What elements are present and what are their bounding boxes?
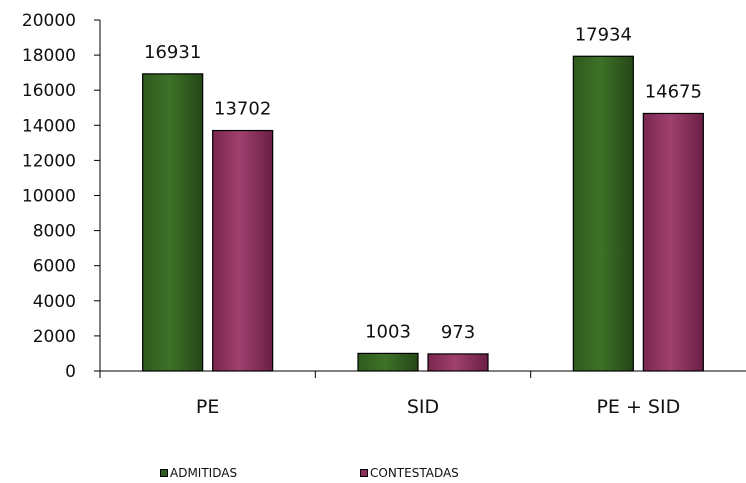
data-label-admitidas: 16931: [144, 42, 201, 63]
bar-admitidas: [357, 352, 419, 372]
y-tick-label: 18000: [22, 46, 76, 66]
data-label-admitidas: 1003: [365, 321, 411, 342]
data-label-admitidas: 17934: [575, 24, 632, 45]
y-tick-label: 6000: [33, 257, 76, 277]
y-tick-label: 4000: [33, 292, 76, 312]
legend-item-contestadas: CONTESTADAS: [360, 466, 459, 480]
y-axis: 0 2000 4000 6000 8000 10000 12000 14000 16000 180…: [22, 11, 101, 382]
y-tick-label: 14000: [22, 116, 76, 136]
x-axis: PE SID PE + SID: [99, 370, 746, 418]
data-labels-group: 16931 1003 17934 13702 973 14675: [144, 24, 702, 343]
legend-label-admitidas: ADMITIDAS: [170, 466, 238, 480]
legend: ADMITIDAS CONTESTADAS: [0, 466, 746, 482]
legend-swatch-contestadas: [360, 469, 368, 477]
bar-contestadas: [212, 129, 274, 372]
bar-contestadas: [427, 353, 489, 372]
data-label-contestadas: 973: [441, 322, 475, 343]
y-tick-label: 10000: [22, 187, 76, 207]
data-label-contestadas: 14675: [645, 81, 702, 102]
y-tick-label: 2000: [33, 327, 76, 347]
legend-item-admitidas: ADMITIDAS: [160, 466, 237, 480]
x-category-label: SID: [407, 396, 439, 418]
bar-contestadas: [642, 112, 704, 372]
legend-swatch-admitidas: [160, 469, 168, 477]
y-tick-label: 16000: [22, 81, 76, 101]
data-label-contestadas: 13702: [214, 99, 271, 120]
y-tick-label: 0: [65, 362, 76, 382]
y-tick-label: 8000: [33, 222, 76, 242]
bar-admitidas: [142, 73, 204, 372]
y-tick-label: 20000: [22, 11, 76, 31]
y-tick-label: 12000: [22, 151, 76, 171]
legend-label-contestadas: CONTESTADAS: [370, 466, 459, 480]
bars-group: [142, 55, 704, 372]
x-category-label: PE + SID: [596, 396, 680, 418]
bar-admitidas: [572, 55, 634, 372]
x-category-label: PE: [196, 396, 219, 418]
